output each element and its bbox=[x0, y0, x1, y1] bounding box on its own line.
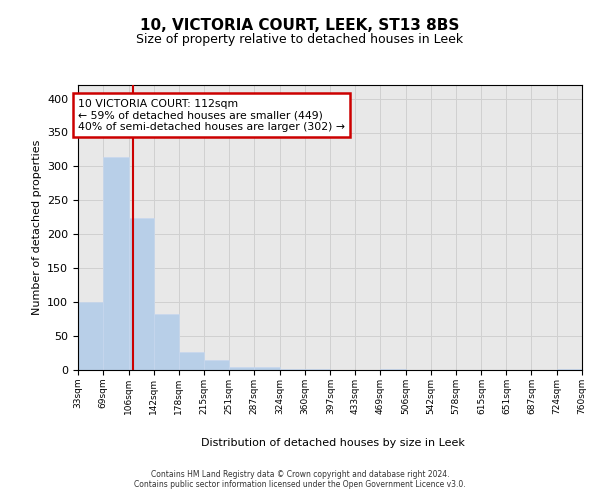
Text: Contains HM Land Registry data © Crown copyright and database right 2024.
Contai: Contains HM Land Registry data © Crown c… bbox=[134, 470, 466, 489]
Bar bbox=[128, 218, 154, 370]
Bar bbox=[179, 352, 204, 370]
Bar bbox=[204, 360, 229, 370]
Bar bbox=[103, 157, 128, 370]
Bar bbox=[154, 314, 179, 370]
Y-axis label: Number of detached properties: Number of detached properties bbox=[32, 140, 41, 315]
Text: Size of property relative to detached houses in Leek: Size of property relative to detached ho… bbox=[136, 32, 464, 46]
Text: 10, VICTORIA COURT, LEEK, ST13 8BS: 10, VICTORIA COURT, LEEK, ST13 8BS bbox=[140, 18, 460, 32]
Text: Distribution of detached houses by size in Leek: Distribution of detached houses by size … bbox=[201, 438, 465, 448]
Bar bbox=[254, 366, 280, 370]
Bar bbox=[229, 366, 254, 370]
Bar bbox=[78, 302, 103, 370]
Text: 10 VICTORIA COURT: 112sqm
← 59% of detached houses are smaller (449)
40% of semi: 10 VICTORIA COURT: 112sqm ← 59% of detac… bbox=[78, 98, 345, 132]
